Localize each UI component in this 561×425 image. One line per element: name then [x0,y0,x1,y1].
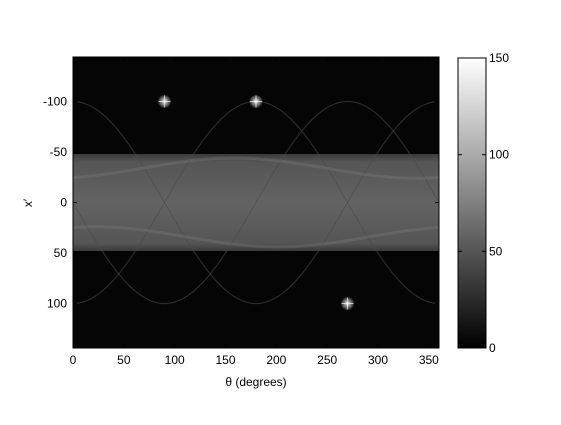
y-axis-label: x′ [21,198,35,207]
x-tick-label-5: 250 [317,353,337,367]
x-tick-label-7: 350 [419,353,439,367]
heatmap-area [73,57,439,348]
x-tick-label-1: 50 [117,353,131,367]
x-tick-label-0: 0 [70,353,77,367]
x-tick-label-2: 100 [165,353,185,367]
y-tick-label-0: -100 [43,94,67,108]
band-wave-top [73,156,439,180]
y-tick-label-3: 50 [54,246,68,260]
y-tick-label-1: -50 [50,145,68,159]
colorbar-tick-label-1: 50 [489,244,503,258]
x-tick-label-6: 300 [368,353,388,367]
sinusoid-curve-2 [73,100,439,305]
y-axis-ticks: -100 -50 0 50 100 [43,94,439,311]
colorbar [457,57,487,349]
colorbar-tick-label-2: 100 [489,148,509,162]
x-tick-label-4: 200 [266,353,286,367]
x-axis-ticks: 0 50 100 150 200 250 300 350 [70,57,439,367]
colorbar-ticks: 0 50 100 150 [458,51,509,355]
y-tick-label-2: 0 [60,196,67,210]
y-tick-label-4: 100 [47,297,67,311]
x-tick-label-3: 150 [215,353,235,367]
sinusoid-curve-1 [73,100,439,305]
band-wave-bottom [73,225,439,249]
x-axis-label: θ (degrees) [225,375,286,389]
bright-points [157,94,355,311]
colorbar-tick-label-0: 0 [489,341,496,355]
colorbar-tick-label-3: 150 [489,51,509,65]
